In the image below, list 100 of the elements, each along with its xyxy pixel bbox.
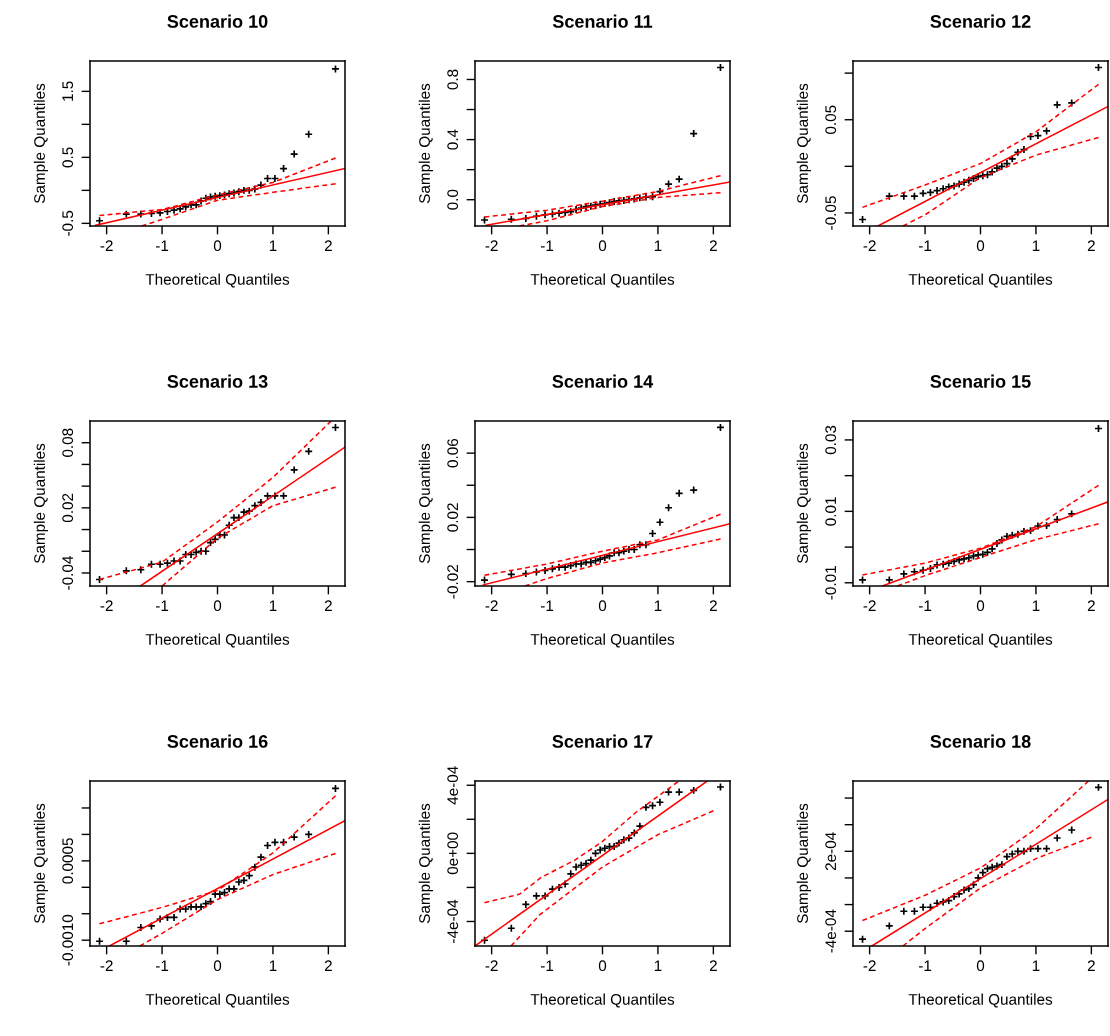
point bbox=[674, 488, 684, 498]
point bbox=[674, 787, 684, 797]
x-tick-label: 0 bbox=[976, 600, 985, 612]
y-axis-title: Sample Quantiles bbox=[33, 803, 48, 924]
chart-title: Scenario 16 bbox=[167, 734, 268, 748]
x-tick-label: 0 bbox=[598, 960, 607, 972]
x-tick-label: 0 bbox=[213, 600, 222, 612]
y-tick-label: -0.01 bbox=[825, 566, 837, 600]
y-tick-label: 0.4 bbox=[447, 129, 459, 150]
x-axis-title: Theoretical Quantiles bbox=[908, 993, 1053, 1008]
line-series bbox=[896, 523, 1100, 586]
x-axis-title: Theoretical Quantiles bbox=[530, 633, 675, 648]
x-tick-label: -1 bbox=[918, 600, 932, 611]
point bbox=[655, 797, 665, 807]
chart-title: Scenario 17 bbox=[552, 734, 653, 748]
y-tick-label: -0.02 bbox=[447, 565, 459, 599]
x-tick-label: -1 bbox=[155, 240, 169, 251]
point bbox=[885, 191, 894, 201]
x-tick-label: 2 bbox=[1087, 240, 1095, 251]
x-tick-label: 2 bbox=[1087, 600, 1095, 611]
chart-title: Scenario 15 bbox=[930, 374, 1031, 388]
y-tick-label: 0.03 bbox=[825, 425, 837, 455]
chart-title: Scenario 10 bbox=[167, 14, 268, 28]
x-tick-label: -1 bbox=[918, 960, 932, 971]
x-tick-label: 1 bbox=[1032, 960, 1040, 971]
x-tick-label: 1 bbox=[654, 240, 662, 251]
x-tick-label: 0 bbox=[976, 240, 985, 252]
point bbox=[918, 902, 928, 912]
y-axis-title: Sample Quantiles bbox=[796, 443, 811, 564]
x-tick-label: 1 bbox=[269, 960, 277, 971]
point bbox=[566, 869, 576, 879]
line-series bbox=[524, 538, 722, 586]
x-tick-label: -1 bbox=[155, 960, 169, 971]
x-tick-label: -2 bbox=[100, 960, 113, 971]
line-series bbox=[98, 421, 332, 581]
y-tick-label: 0e+00 bbox=[447, 832, 459, 875]
point bbox=[1067, 98, 1076, 108]
x-tick-label: 2 bbox=[709, 240, 717, 251]
chart-title: Scenario 12 bbox=[930, 14, 1031, 28]
y-tick-label: 0.01 bbox=[825, 497, 837, 526]
x-tick-label: -2 bbox=[485, 240, 498, 251]
y-axis-title: Sample Quantiles bbox=[33, 443, 48, 564]
x-tick-label: 0 bbox=[598, 600, 607, 612]
point bbox=[689, 485, 698, 495]
x-tick-label: 2 bbox=[324, 240, 332, 251]
y-axis-title: Sample Quantiles bbox=[796, 83, 811, 204]
line-series bbox=[902, 836, 1093, 946]
point bbox=[899, 569, 909, 579]
x-tick-label: -2 bbox=[100, 240, 113, 251]
x-axis-title: Theoretical Quantiles bbox=[530, 993, 675, 1008]
point bbox=[304, 129, 313, 139]
x-tick-label: -1 bbox=[918, 240, 932, 251]
point bbox=[1052, 100, 1062, 110]
y-tick-label: 0.5 bbox=[62, 147, 74, 168]
point bbox=[899, 906, 909, 916]
x-tick-label: 1 bbox=[269, 600, 277, 611]
point bbox=[1067, 825, 1076, 835]
point bbox=[1052, 833, 1062, 843]
x-tick-label: 2 bbox=[324, 960, 332, 971]
x-tick-label: -2 bbox=[485, 960, 498, 971]
y-tick-label: 0.8 bbox=[447, 69, 459, 90]
line-series bbox=[510, 810, 715, 946]
y-tick-label: 0.0 bbox=[447, 189, 459, 210]
x-tick-label: -2 bbox=[863, 960, 876, 971]
line-series bbox=[861, 781, 1090, 922]
x-tick-label: -2 bbox=[100, 600, 113, 611]
x-axis-title: Theoretical Quantiles bbox=[145, 993, 290, 1008]
line-series bbox=[861, 83, 1100, 209]
chart-title: Scenario 14 bbox=[552, 374, 654, 388]
x-tick-label: 2 bbox=[709, 960, 717, 971]
x-tick-label: 1 bbox=[269, 240, 277, 251]
x-tick-label: 0 bbox=[213, 240, 222, 252]
x-axis-title: Theoretical Quantiles bbox=[145, 633, 290, 648]
point bbox=[289, 832, 299, 842]
x-axis-title: Theoretical Quantiles bbox=[908, 273, 1053, 288]
point bbox=[229, 884, 239, 894]
x-tick-label: 1 bbox=[1032, 600, 1040, 611]
point bbox=[885, 921, 894, 931]
y-axis-title: Sample Quantiles bbox=[418, 803, 433, 924]
y-axis-title: Sample Quantiles bbox=[418, 443, 433, 564]
y-tick-label: 0.02 bbox=[447, 503, 459, 532]
x-tick-label: 0 bbox=[213, 960, 222, 972]
point bbox=[289, 465, 299, 475]
y-tick-label: 0.06 bbox=[447, 438, 459, 468]
y-tick-label: 0.08 bbox=[62, 428, 74, 457]
point bbox=[256, 852, 266, 862]
line-series bbox=[161, 486, 337, 586]
x-axis-title: Theoretical Quantiles bbox=[530, 273, 675, 288]
x-tick-label: -1 bbox=[155, 600, 169, 611]
x-tick-label: -1 bbox=[540, 240, 554, 251]
y-tick-label: -0.0010 bbox=[62, 914, 74, 966]
y-tick-label: 4e-04 bbox=[447, 766, 459, 805]
point bbox=[201, 546, 211, 556]
line-series bbox=[902, 136, 1100, 226]
x-tick-label: 1 bbox=[654, 960, 662, 971]
x-tick-label: -1 bbox=[540, 600, 554, 611]
y-tick-label: 0.02 bbox=[62, 493, 74, 523]
x-tick-label: 2 bbox=[324, 600, 332, 611]
y-tick-label: -0.5 bbox=[62, 210, 74, 236]
y-tick-label: -4e-04 bbox=[447, 899, 459, 943]
